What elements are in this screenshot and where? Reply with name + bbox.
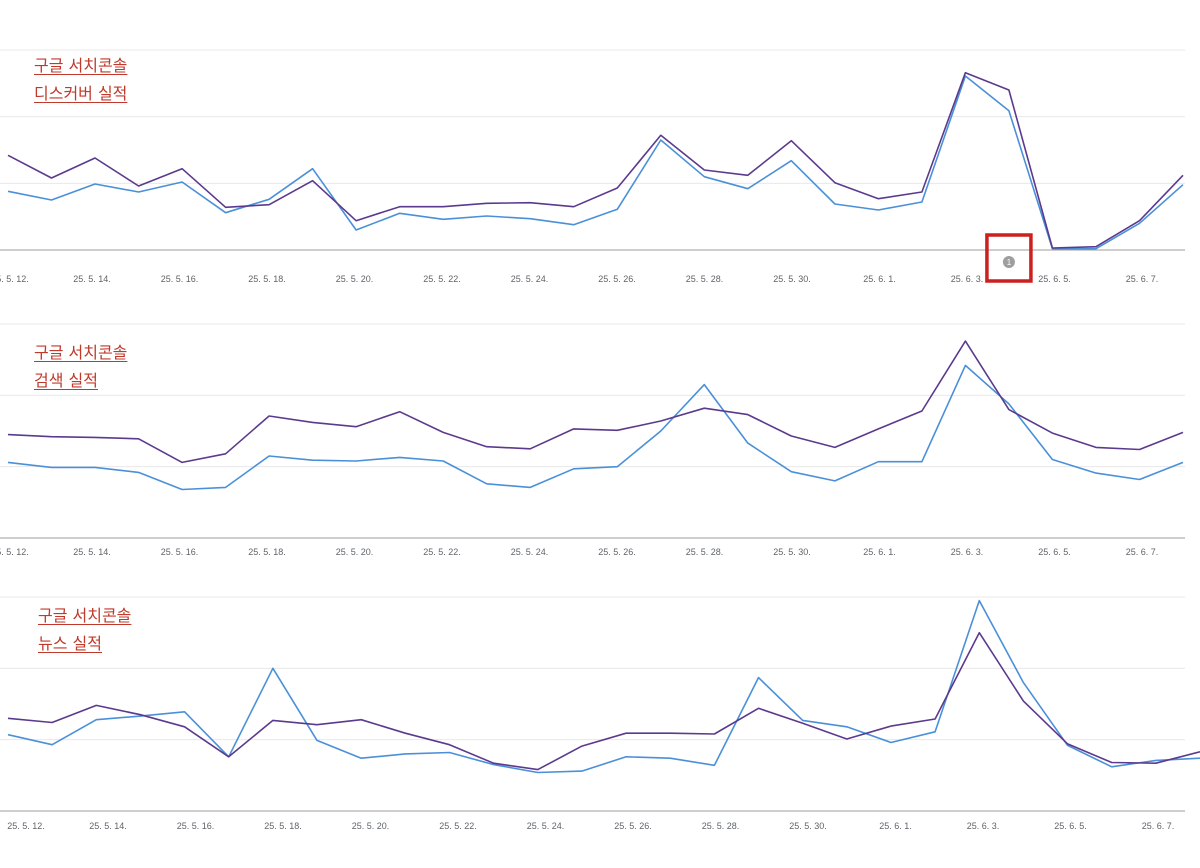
x-tick-label: 25. 6. 1. [863, 547, 896, 557]
x-tick-label: 25. 6. 7. [1126, 274, 1159, 284]
x-tick-label: 25. 5. 22. [439, 821, 477, 831]
x-tick-label: 25. 5. 24. [511, 274, 549, 284]
series-dark-line [7, 340, 1184, 464]
x-tick-label: 25. 5. 12. [0, 274, 29, 284]
x-tick-label: 25. 6. 5. [1038, 547, 1071, 557]
caption-line-1: 구글 서치콘솔 [34, 343, 128, 362]
x-tick-label: 25. 5. 18. [264, 821, 302, 831]
x-tick-label: 25. 5. 26. [598, 547, 636, 557]
x-tick-label: 25. 5. 24. [511, 547, 549, 557]
caption-line-1: 구글 서치콘솔 [38, 606, 132, 625]
search-caption: 구글 서치콘솔 검색 실적 [34, 339, 127, 395]
x-tick-label: 25. 5. 12. [0, 547, 29, 557]
series-dark-line [7, 71, 1184, 249]
x-tick-label: 25. 6. 3. [951, 274, 984, 284]
series-dark-line [7, 631, 1200, 771]
series-light-line [7, 75, 1184, 250]
x-tick-label: 25. 5. 26. [598, 274, 636, 284]
x-tick-label: 25. 5. 14. [89, 821, 127, 831]
x-tick-label: 25. 5. 28. [686, 547, 724, 557]
x-tick-label: 25. 6. 1. [879, 821, 912, 831]
x-tick-label: 25. 5. 16. [161, 547, 199, 557]
x-tick-label: 25. 5. 30. [789, 821, 827, 831]
x-tick-label: 25. 5. 28. [686, 274, 724, 284]
annotation-dot [1002, 256, 1015, 268]
search-chart: 25. 5. 12. 25. 5. 14. 25. 5. 16. 25. 5. 18.… [0, 323, 1185, 557]
x-tick-label: 25. 5. 14. [73, 274, 111, 284]
series-light-line [7, 599, 1200, 774]
x-tick-label: 25. 6. 3. [967, 821, 1000, 831]
x-tick-label: 25. 5. 30. [773, 274, 811, 284]
news-chart: 25. 5. 12. 25. 5. 14. 25. 5. 16. 25. 5. 18.… [0, 596, 1200, 831]
x-tick-label: 25. 5. 22. [423, 274, 461, 284]
discover-chart-panel: 25. 5. 12. 25. 5. 14. 25. 5. 16. 25. 5. 18.… [0, 0, 1200, 290]
x-tick-label: 25. 5. 16. [161, 274, 199, 284]
caption-line-2: 뉴스 실적 [38, 634, 102, 653]
discover-caption: 구글 서치콘솔 디스커버 실적 [34, 52, 127, 108]
caption-line-2: 검색 실적 [34, 371, 98, 390]
discover-chart: 25. 5. 12. 25. 5. 14. 25. 5. 16. 25. 5. 18.… [0, 49, 1185, 284]
x-tick-label: 25. 5. 20. [352, 821, 390, 831]
x-tick-label: 25. 5. 12. [7, 821, 45, 831]
annotation-marker[interactable]: 1 [985, 233, 1033, 283]
caption-line-2: 디스커버 실적 [34, 84, 128, 103]
x-tick-label: 25. 5. 24. [527, 821, 565, 831]
search-chart-panel: 25. 5. 12. 25. 5. 14. 25. 5. 16. 25. 5. 18.… [0, 290, 1200, 565]
annotation-label: 1 [1007, 258, 1012, 267]
x-tick-label: 25. 5. 22. [423, 547, 461, 557]
x-tick-label: 25. 5. 20. [336, 274, 374, 284]
highlight-box [985, 233, 1033, 283]
x-tick-label: 25. 6. 3. [951, 547, 984, 557]
x-tick-label: 25. 5. 30. [773, 547, 811, 557]
caption-line-1: 구글 서치콘솔 [34, 56, 128, 75]
x-tick-label: 25. 5. 26. [614, 821, 652, 831]
x-tick-label: 25. 5. 18. [248, 547, 286, 557]
x-tick-label: 25. 5. 28. [702, 821, 740, 831]
series-light-line [7, 364, 1184, 491]
x-tick-label: 25. 6. 7. [1126, 547, 1159, 557]
x-tick-label: 25. 6. 1. [863, 274, 896, 284]
x-tick-label: 25. 5. 16. [177, 821, 215, 831]
news-chart-panel: 25. 5. 12. 25. 5. 14. 25. 5. 16. 25. 5. 18.… [0, 565, 1200, 868]
x-tick-label: 25. 5. 20. [336, 547, 374, 557]
x-tick-label: 25. 5. 18. [248, 274, 286, 284]
x-tick-label: 25. 5. 14. [73, 547, 111, 557]
x-tick-label: 25. 6. 5. [1054, 821, 1087, 831]
x-tick-label: 25. 6. 5. [1038, 274, 1071, 284]
x-tick-label: 25. 6. 7. [1142, 821, 1175, 831]
news-caption: 구글 서치콘솔 뉴스 실적 [38, 602, 131, 658]
